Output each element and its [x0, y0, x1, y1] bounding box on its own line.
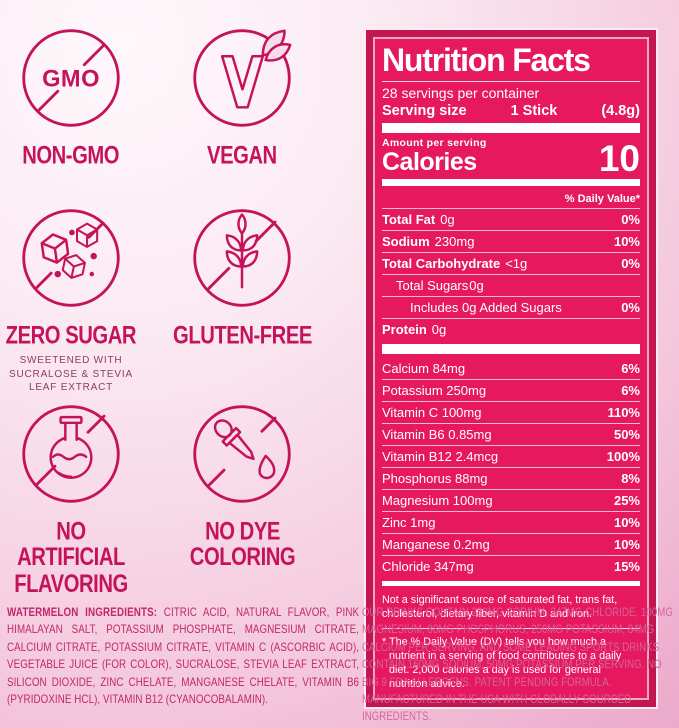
nutrient-name: Total Carbohydrate: [382, 255, 501, 271]
nutrition-facts-panel: Nutrition Facts 28 servings per containe…: [364, 27, 658, 710]
amount-per-serving-label: Amount per serving: [382, 136, 487, 149]
micro-label: Magnesium 100mg: [382, 492, 493, 508]
calories-label: Calories: [382, 147, 477, 176]
micro-label: Vitamin C 100mg: [382, 404, 482, 420]
no-dye-coloring-icon: [193, 405, 291, 503]
servings-per-container: 28 servings per container: [382, 84, 540, 101]
micro-dv: 25%: [613, 492, 640, 508]
divider: [382, 80, 640, 82]
calories-value: 10: [598, 137, 640, 179]
micro-row-vitamin-b6: Vitamin B6 0.85mg 50%: [382, 422, 640, 445]
nutrient-dv: 0%: [621, 211, 640, 227]
micro-row-vitamin-c: Vitamin C 100mg 110%: [382, 400, 640, 423]
nutrient-name: Includes 0g Added Sugars: [410, 299, 562, 315]
micro-row-chloride: Chloride 347mg 15%: [382, 554, 640, 577]
daily-value-footnote: * The % Daily Value (DV) tells you how m…: [382, 635, 622, 690]
micro-label: Manganese 0.2mg: [382, 536, 490, 552]
nutrient-dv: 0%: [621, 299, 640, 315]
nutrient-row-protein: Protein 0g: [382, 317, 640, 340]
micro-dv: 100%: [606, 448, 640, 464]
serving-size-row: Serving size 1 Stick (4.8g): [382, 103, 640, 119]
micro-label: Zinc 1mg: [382, 514, 436, 530]
badge-label: NO DYE COLORING: [189, 516, 295, 571]
nutrient-name: Total Fat: [382, 211, 436, 227]
micro-label: Vitamin B12 2.4mcg: [382, 448, 499, 464]
ingredients-text: CITRIC ACID, NATURAL FLAVOR, PINK HIMALA…: [7, 605, 360, 706]
non-gmo-icon: GMO: [22, 29, 120, 127]
badge-non-gmo: GMO NON-GMO: [0, 26, 142, 206]
micro-row-magnesium: Magnesium 100mg 25%: [382, 488, 640, 511]
badge-label: NO ARTIFICIAL FLAVORING: [14, 516, 128, 598]
nutrient-row-added-sugars: Includes 0g Added Sugars 0%: [382, 295, 640, 318]
thick-divider: [382, 580, 640, 586]
micro-dv: 50%: [613, 426, 640, 442]
nutrient-amount: 0g: [440, 211, 455, 227]
nutrient-amount: 0g: [469, 277, 484, 293]
thick-divider: [382, 343, 640, 354]
micro-dv: 10%: [613, 536, 640, 552]
micro-dv: 10%: [613, 514, 640, 530]
micro-dv: 8%: [621, 470, 640, 486]
nutrient-amount: 0g: [431, 321, 447, 337]
badge-gluten-free: GLUTEN-FREE: [142, 206, 342, 402]
calories-row: Amount per serving Calories 10: [382, 136, 640, 179]
micro-label: Vitamin B6 0.85mg: [382, 426, 492, 442]
micro-row-zinc: Zinc 1mg 10%: [382, 510, 640, 533]
nutrient-row-total-fat: Total Fat 0g 0%: [382, 207, 640, 230]
nutrient-amount: 230mg: [434, 233, 475, 249]
nutrient-row-sodium: Sodium 230mg 10%: [382, 229, 640, 252]
gluten-free-icon: [193, 209, 291, 307]
micro-label: Potassium 250mg: [382, 382, 487, 398]
micro-row-potassium: Potassium 250mg 6%: [382, 378, 640, 401]
micro-label: Calcium 84mg: [382, 360, 466, 376]
badge-no-artificial-flavoring: NO ARTIFICIAL FLAVORING: [0, 402, 142, 596]
nutrient-name: Sodium: [382, 233, 430, 249]
badges-grid: GMO NON-GMO VEGAN: [0, 26, 350, 596]
badge-vegan: VEGAN: [142, 26, 342, 206]
nutrient-dv: 10%: [613, 233, 640, 249]
badge-label: ZERO SUGAR: [5, 320, 137, 349]
badge-label: VEGAN: [207, 140, 277, 169]
micro-row-calcium: Calcium 84mg 6%: [382, 358, 640, 379]
nutrient-amount: <1g: [505, 255, 528, 271]
zero-sugar-icon: [22, 209, 120, 307]
serving-size-weight: (4.8g): [601, 102, 640, 119]
nutrient-name: Total Sugars: [396, 277, 469, 293]
ingredients-paragraph: WATERMELON INGREDIENTS: CITRIC ACID, NAT…: [7, 604, 359, 708]
nutrient-row-total-carbohydrate: Total Carbohydrate <1g 0%: [382, 251, 640, 274]
thick-divider: [382, 122, 640, 133]
micro-row-phosphorus: Phosphorus 88mg 8%: [382, 466, 640, 489]
divider: [382, 627, 640, 629]
badge-sublabel: SWEETENED WITH SUCRALOSE & STEVIA LEAF E…: [9, 355, 133, 394]
serving-size-value: 1 Stick: [510, 102, 558, 119]
badge-label: GLUTEN-FREE: [172, 320, 312, 349]
nutrient-row-total-sugars: Total Sugars0g: [382, 273, 640, 296]
serving-size-label: Serving size: [382, 102, 467, 119]
badge-no-dye-coloring: NO DYE COLORING: [142, 402, 342, 588]
thick-divider: [382, 178, 640, 186]
micro-row-manganese: Manganese 0.2mg 10%: [382, 532, 640, 555]
nutrition-facts-title: Nutrition Facts: [382, 42, 591, 78]
micro-dv: 6%: [621, 360, 640, 376]
micro-row-vitamin-b12: Vitamin B12 2.4mcg 100%: [382, 444, 640, 467]
micro-label: Phosphorus 88mg: [382, 470, 488, 486]
gmo-icon-text: GMO: [42, 67, 100, 93]
no-artificial-flavoring-icon: [22, 405, 120, 503]
micro-dv: 6%: [621, 382, 640, 398]
claims-paragraph: OUR DRINKS CONTAIN 230MG SODIUM, 347MG C…: [362, 605, 673, 724]
nutrient-dv: 0%: [621, 255, 640, 271]
badge-zero-sugar: ZERO SUGAR SWEETENED WITH SUCRALOSE & ST…: [0, 206, 142, 402]
micro-dv: 110%: [607, 404, 640, 420]
vegan-icon: [193, 29, 292, 127]
daily-value-header: % Daily Value*: [564, 192, 640, 205]
not-significant-note: Not a significant source of saturated fa…: [382, 593, 618, 620]
micro-label: Chloride 347mg: [382, 558, 474, 574]
micro-dv: 15%: [613, 558, 640, 574]
nutrient-name: Protein: [382, 321, 427, 337]
ingredients-lead: WATERMELON INGREDIENTS:: [7, 605, 158, 619]
badge-label: NON-GMO: [22, 140, 120, 169]
